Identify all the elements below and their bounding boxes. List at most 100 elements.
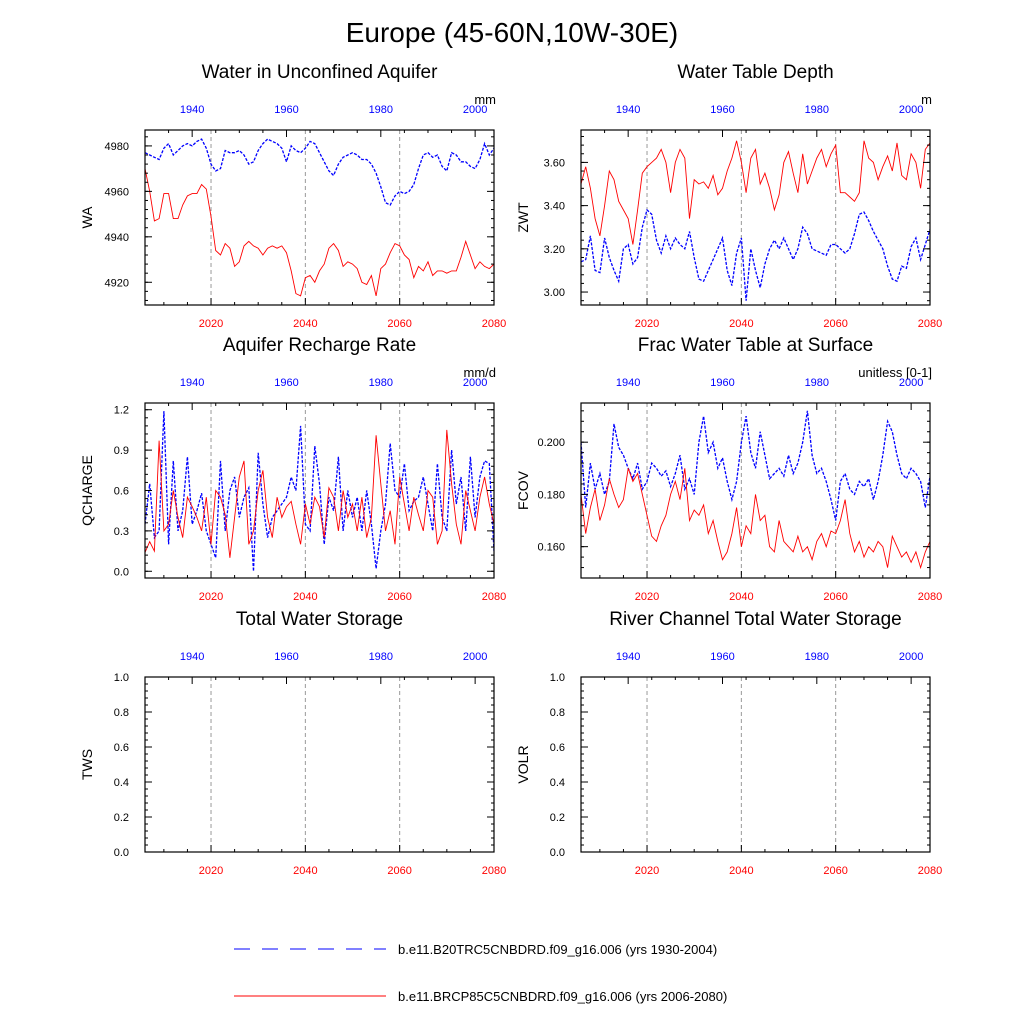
x-top-tick-label: 2000 (463, 377, 487, 389)
units-label: m (921, 92, 932, 107)
y-tick-label: 4960 (105, 186, 129, 198)
panel-title: Total Water Storage (236, 609, 403, 630)
y-tick-label: 0.180 (537, 489, 565, 501)
x-top-tick-label: 1940 (180, 377, 204, 389)
y-tick-label: 0.8 (550, 707, 565, 719)
x-top-tick-label: 1960 (710, 377, 734, 389)
series-line-blue (145, 138, 494, 206)
panels: Water in Unconfined Aquifer mm WA 4920 4940 4… (79, 62, 942, 877)
x-bottom-tick-label: 2020 (199, 318, 223, 330)
y-tick-label: 0.0 (550, 847, 565, 859)
x-top-tick-label: 1980 (805, 377, 829, 389)
panel-4: Frac Water Table at Surface unitless [0-1… (515, 335, 942, 603)
series-line-blue (581, 208, 930, 301)
x-top-tick-label: 1980 (369, 377, 393, 389)
x-bottom-tick-label: 2020 (635, 865, 659, 877)
x-top-tick-label: 1960 (710, 104, 734, 116)
x-top-tick-label: 2000 (899, 651, 923, 663)
plot-frame (144, 129, 495, 306)
y-tick-label: 3.20 (544, 244, 565, 256)
y-tick-label: 3.40 (544, 201, 565, 213)
x-top-tick-label: 2000 (899, 104, 923, 116)
x-bottom-tick-label: 2060 (823, 318, 847, 330)
y-tick-label: 0.9 (114, 445, 129, 457)
y-tick-label: 1.0 (114, 672, 129, 684)
x-top-tick-label: 1980 (805, 104, 829, 116)
y-tick-label: 0.2 (114, 812, 129, 824)
legend-label-2: b.e11.BRCP85C5CNBDRD.f09_g16.006 (yrs 20… (398, 989, 727, 1004)
x-top-tick-label: 1940 (616, 104, 640, 116)
y-tick-label: 1.0 (550, 672, 565, 684)
panel-1: Water in Unconfined Aquifer mm WA 4920 4940 4… (79, 62, 506, 330)
plot-frame (580, 129, 931, 306)
x-top-tick-label: 1960 (274, 651, 298, 663)
x-bottom-tick-label: 2080 (482, 318, 506, 330)
x-top-tick-label: 1960 (274, 104, 298, 116)
y-tick-label: 3.00 (544, 287, 565, 299)
y-tick-label: 4940 (105, 232, 129, 244)
series-line-red (145, 429, 494, 558)
y-tick-label: 0.6 (114, 486, 129, 498)
y-axis-label: ZWT (515, 202, 531, 233)
x-top-tick-label: 1940 (180, 104, 204, 116)
x-bottom-tick-label: 2040 (729, 591, 753, 603)
x-bottom-tick-label: 2040 (293, 591, 317, 603)
x-bottom-tick-label: 2060 (387, 318, 411, 330)
panel-title: Water in Unconfined Aquifer (202, 62, 439, 83)
y-tick-label: 4980 (105, 141, 129, 153)
figure-title: Europe (45-60N,10W-30E) (346, 17, 679, 48)
x-top-tick-label: 2000 (463, 651, 487, 663)
y-tick-label: 1.2 (114, 405, 129, 417)
y-tick-label: 0.0 (114, 566, 129, 578)
x-bottom-tick-label: 2080 (482, 865, 506, 877)
x-bottom-tick-label: 2080 (918, 318, 942, 330)
y-tick-label: 0.4 (550, 777, 565, 789)
y-axis-label: TWS (79, 749, 95, 780)
x-bottom-tick-label: 2080 (482, 591, 506, 603)
y-tick-label: 0.2 (550, 812, 565, 824)
x-top-tick-label: 1940 (180, 651, 204, 663)
x-bottom-tick-label: 2060 (823, 591, 847, 603)
y-axis-label: WA (79, 206, 95, 229)
x-bottom-tick-label: 2040 (729, 318, 753, 330)
x-bottom-tick-label: 2080 (918, 865, 942, 877)
y-tick-label: 0.160 (537, 542, 565, 554)
y-tick-label: 0.0 (114, 847, 129, 859)
x-bottom-tick-label: 2040 (293, 318, 317, 330)
y-tick-label: 0.6 (550, 742, 565, 754)
legend-label-1: b.e11.B20TRC5CNBDRD.f09_g16.006 (yrs 193… (398, 942, 717, 957)
x-top-tick-label: 1940 (616, 377, 640, 389)
plot-frame (580, 676, 931, 853)
y-axis-label: VOLR (515, 745, 531, 783)
x-bottom-tick-label: 2060 (823, 865, 847, 877)
series-line-blue (145, 411, 494, 572)
x-bottom-tick-label: 2020 (199, 865, 223, 877)
x-bottom-tick-label: 2080 (918, 591, 942, 603)
y-axis-label: QCHARGE (79, 455, 95, 526)
x-top-tick-label: 1980 (369, 104, 393, 116)
units-label: mm (474, 92, 496, 107)
plot-frame (144, 676, 495, 853)
panel-2: Water Table Depth m ZWT 3.00 3.20 3.40 3.60 202… (515, 62, 942, 330)
x-top-tick-label: 1980 (369, 651, 393, 663)
units-label: mm/d (464, 365, 497, 380)
x-top-tick-label: 2000 (463, 104, 487, 116)
panel-3: Aquifer Recharge Rate mm/d QCHARGE 0.0 0.3 0.… (79, 335, 506, 603)
y-tick-label: 0.6 (114, 742, 129, 754)
x-bottom-tick-label: 2060 (387, 865, 411, 877)
x-top-tick-label: 1980 (805, 651, 829, 663)
panel-title: Aquifer Recharge Rate (223, 335, 416, 356)
series-line-blue (581, 410, 930, 521)
panel-title: Water Table Depth (677, 62, 833, 83)
legend: b.e11.B20TRC5CNBDRD.f09_g16.006 (yrs 193… (234, 942, 727, 1004)
x-bottom-tick-label: 2020 (199, 591, 223, 603)
x-top-tick-label: 2000 (899, 377, 923, 389)
y-tick-label: 0.200 (537, 437, 565, 449)
series-line-red (581, 140, 930, 245)
plot-frame (580, 402, 931, 579)
y-tick-label: 3.60 (544, 157, 565, 169)
plot-frame (144, 402, 495, 579)
x-top-tick-label: 1940 (616, 651, 640, 663)
x-bottom-tick-label: 2020 (635, 318, 659, 330)
series-line-red (581, 468, 930, 570)
